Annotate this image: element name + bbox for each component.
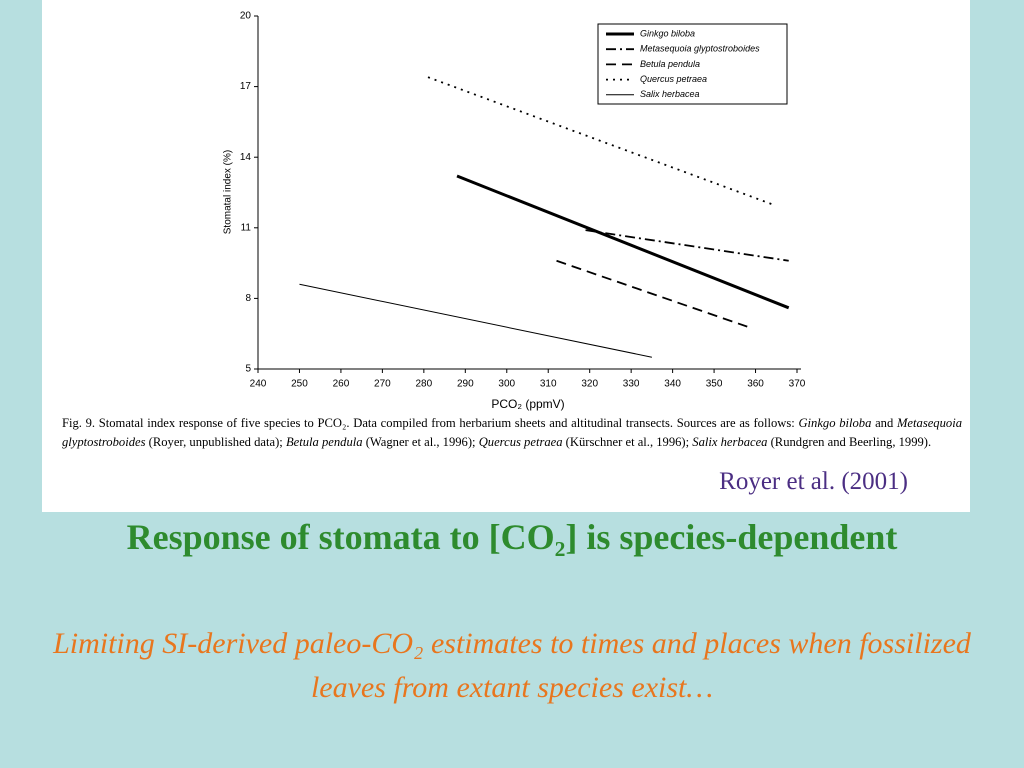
caption-species: Salix herbacea — [692, 435, 768, 449]
caption-text: (Wagner et al., 1996); — [362, 435, 479, 449]
series-line — [299, 283, 652, 358]
x-tick-label: 280 — [416, 379, 433, 390]
legend-label: Betula pendula — [640, 59, 700, 69]
x-tick-label: 270 — [374, 379, 391, 390]
y-tick-label: 14 — [240, 152, 252, 163]
caption-text: and — [871, 416, 897, 430]
caption-species: Betula pendula — [285, 435, 363, 449]
x-tick-label: 350 — [706, 379, 723, 390]
x-tick-label: 310 — [540, 379, 557, 390]
caption-text: (Royer, unpublished data); — [145, 435, 286, 449]
series-line — [556, 259, 748, 328]
x-tick-label: 370 — [789, 379, 806, 390]
caption-text: (Kürschner et al., 1996); — [562, 435, 693, 449]
series-line — [456, 174, 790, 310]
caption: Fig. 9. Stomatal index response of five … — [62, 414, 962, 452]
chart: Stomatal index (%) PCO₂ (ppmV) 5 8 11 14 17 2… — [223, 11, 806, 412]
x-tick-label: 360 — [747, 379, 764, 390]
x-axis-label: PCO₂ (ppmV) — [491, 397, 564, 411]
y-axis-label: Stomatal index (%) — [223, 150, 234, 234]
y-tick-label: 11 — [241, 222, 252, 233]
x-tick-label: 320 — [581, 379, 598, 390]
legend-label: Metasequoia glyptostroboides — [640, 44, 760, 54]
x-tick-label: 340 — [664, 379, 681, 390]
legend-label: Salix herbacea — [640, 89, 700, 99]
x-tick-label: 250 — [291, 379, 308, 390]
y-tick-label: 8 — [245, 293, 251, 304]
caption-species: Metasequoia glyptostroboides — [62, 416, 962, 449]
legend-label: Ginkgo biloba — [640, 28, 695, 38]
series-line — [427, 76, 773, 206]
citation: Royer et al. (2001) — [719, 468, 908, 495]
figure — [42, 0, 970, 512]
x-tick-label: 240 — [250, 379, 267, 390]
caption-text: Fig. 9. Stomatal index response of five … — [62, 416, 799, 430]
x-tick-label: 330 — [623, 379, 640, 390]
legend-label: Quercus petraea — [640, 74, 707, 84]
slide-subtitle: Limiting SI-derived paleo-CO₂ estimates … — [53, 627, 971, 704]
y-tick-label: 20 — [240, 11, 252, 22]
x-tick-label: 260 — [333, 379, 350, 390]
caption-species: Quercus petraea — [478, 435, 563, 449]
slide-title: Response of stomata to [CO₂] is species-… — [126, 517, 898, 557]
y-tick-label: 17 — [240, 81, 252, 92]
y-tick-label: 5 — [245, 364, 251, 375]
caption-species: Ginkgo biloba — [798, 416, 872, 430]
x-tick-label: 300 — [498, 379, 515, 390]
series-line — [585, 229, 789, 262]
x-tick-label: 290 — [457, 379, 474, 390]
caption-text: (Rundgren and Beerling, 1999). — [767, 435, 932, 449]
